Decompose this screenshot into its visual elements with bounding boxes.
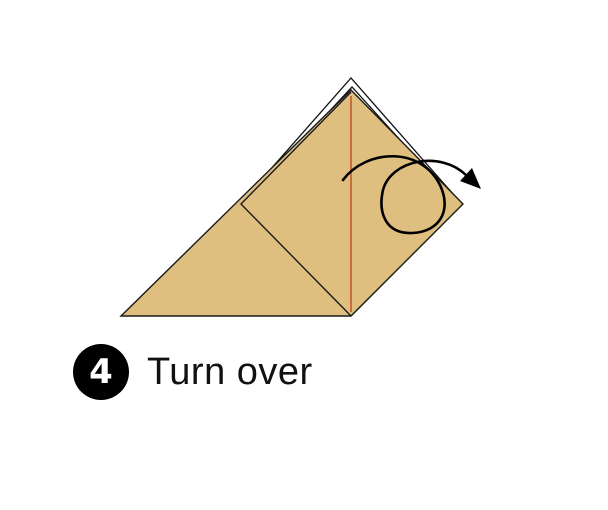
step-instruction: Turn over: [147, 350, 313, 393]
turn-over-arrow-icon: [341, 154, 468, 235]
paper-shape: [119, 89, 464, 317]
step-number-badge: 4: [73, 344, 129, 400]
step-caption: 4 Turn over: [73, 344, 313, 400]
fold-lines: [240, 91, 352, 317]
step-number: 4: [89, 352, 113, 392]
arrow-head-icon: [460, 168, 481, 189]
